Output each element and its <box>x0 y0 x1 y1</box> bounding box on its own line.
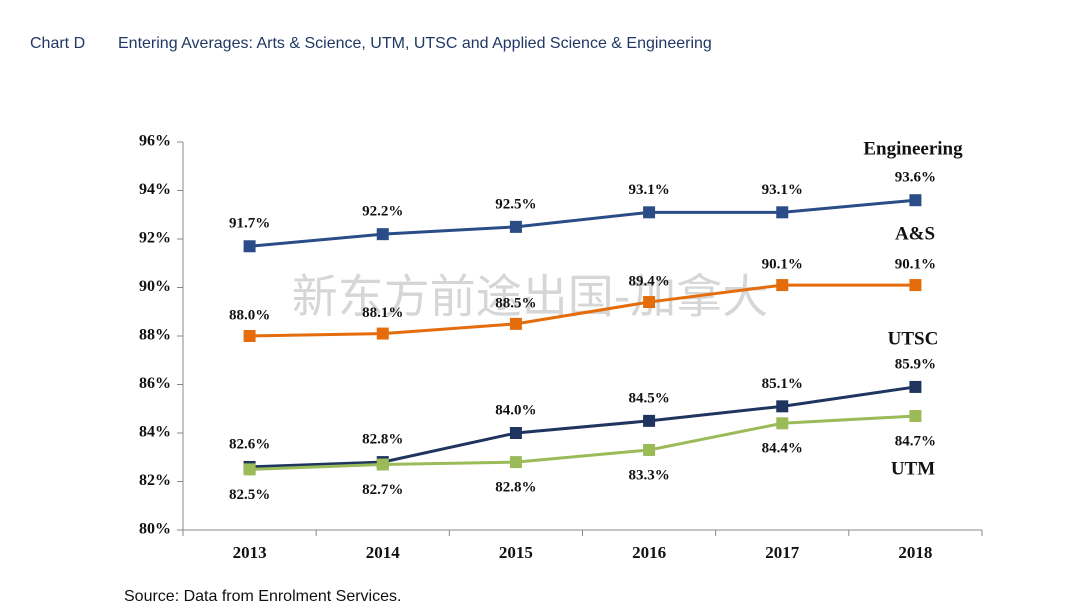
marker <box>776 417 789 430</box>
series-line <box>249 414 916 471</box>
data-label: 90.1% <box>895 257 936 273</box>
marker <box>909 380 922 393</box>
y-tick-label: 80% <box>139 521 171 538</box>
marker <box>643 206 656 219</box>
data-label: 89.4% <box>628 273 669 289</box>
x-tick-label: 2016 <box>632 543 666 562</box>
data-label: 82.8% <box>495 480 536 496</box>
marker <box>509 456 522 469</box>
marker <box>509 317 522 330</box>
marker <box>643 443 656 456</box>
y-tick-label: 86% <box>139 375 171 392</box>
chart-title: Entering Averages: Arts & Science, UTM, … <box>118 35 712 52</box>
y-tick-label: 84% <box>139 424 171 441</box>
data-label: 84.4% <box>762 441 803 457</box>
source: Source: Data from Enrolment Services. <box>124 588 401 605</box>
data-label: 90.1% <box>762 257 803 273</box>
data-label: 84.5% <box>628 390 669 406</box>
data-label: 91.7% <box>229 216 270 232</box>
marker <box>376 228 389 241</box>
series-label: A&S <box>895 223 935 244</box>
y-tick-label: 94% <box>139 181 171 198</box>
y-tick-label: 90% <box>139 278 171 295</box>
data-label: 85.9% <box>895 356 936 372</box>
y-tick-label: 82% <box>139 472 171 489</box>
data-label: 84.7% <box>895 433 936 449</box>
data-label: 92.5% <box>495 196 536 212</box>
marker <box>776 279 789 292</box>
series-line <box>249 198 916 248</box>
series-label: Engineering <box>863 138 963 159</box>
marker <box>643 414 656 427</box>
data-label: 82.5% <box>229 487 270 503</box>
marker <box>776 400 789 413</box>
data-label: 88.0% <box>229 307 270 323</box>
x-tick-label: 2014 <box>366 543 401 562</box>
marker <box>243 330 256 342</box>
series-line <box>249 385 916 469</box>
marker <box>509 220 522 233</box>
marker <box>243 240 256 253</box>
data-label: 83.3% <box>628 467 669 483</box>
marker <box>776 206 789 219</box>
x-tick-label: 2013 <box>233 543 267 562</box>
data-label: 82.8% <box>362 432 403 448</box>
marker <box>243 463 256 476</box>
marker <box>643 296 656 309</box>
series-label: UTM <box>891 458 935 479</box>
marker <box>376 458 389 471</box>
data-label: 93.1% <box>762 182 803 198</box>
data-label: 93.1% <box>628 182 669 198</box>
marker <box>909 194 922 207</box>
x-tick-label: 2015 <box>499 543 533 562</box>
data-label: 88.1% <box>362 305 403 321</box>
series-label: UTSC <box>888 328 939 349</box>
x-tick-label: 2018 <box>898 543 932 562</box>
marker <box>909 279 922 292</box>
x-tick-label: 2017 <box>765 543 800 562</box>
marker <box>376 327 389 340</box>
data-label: 85.1% <box>762 376 803 392</box>
data-label: 82.6% <box>229 436 270 452</box>
y-tick-label: 92% <box>139 230 171 247</box>
marker <box>509 427 522 439</box>
data-label: 84.0% <box>495 402 536 418</box>
chart-label: Chart D <box>30 35 85 52</box>
series-line <box>249 283 916 338</box>
marker <box>909 410 922 423</box>
y-tick-label: 88% <box>139 327 171 344</box>
data-label: 93.6% <box>895 170 936 186</box>
data-label: 88.5% <box>495 295 536 311</box>
data-label: 82.7% <box>362 482 403 498</box>
data-label: 92.2% <box>362 204 403 220</box>
y-tick-label: 96% <box>139 133 171 150</box>
